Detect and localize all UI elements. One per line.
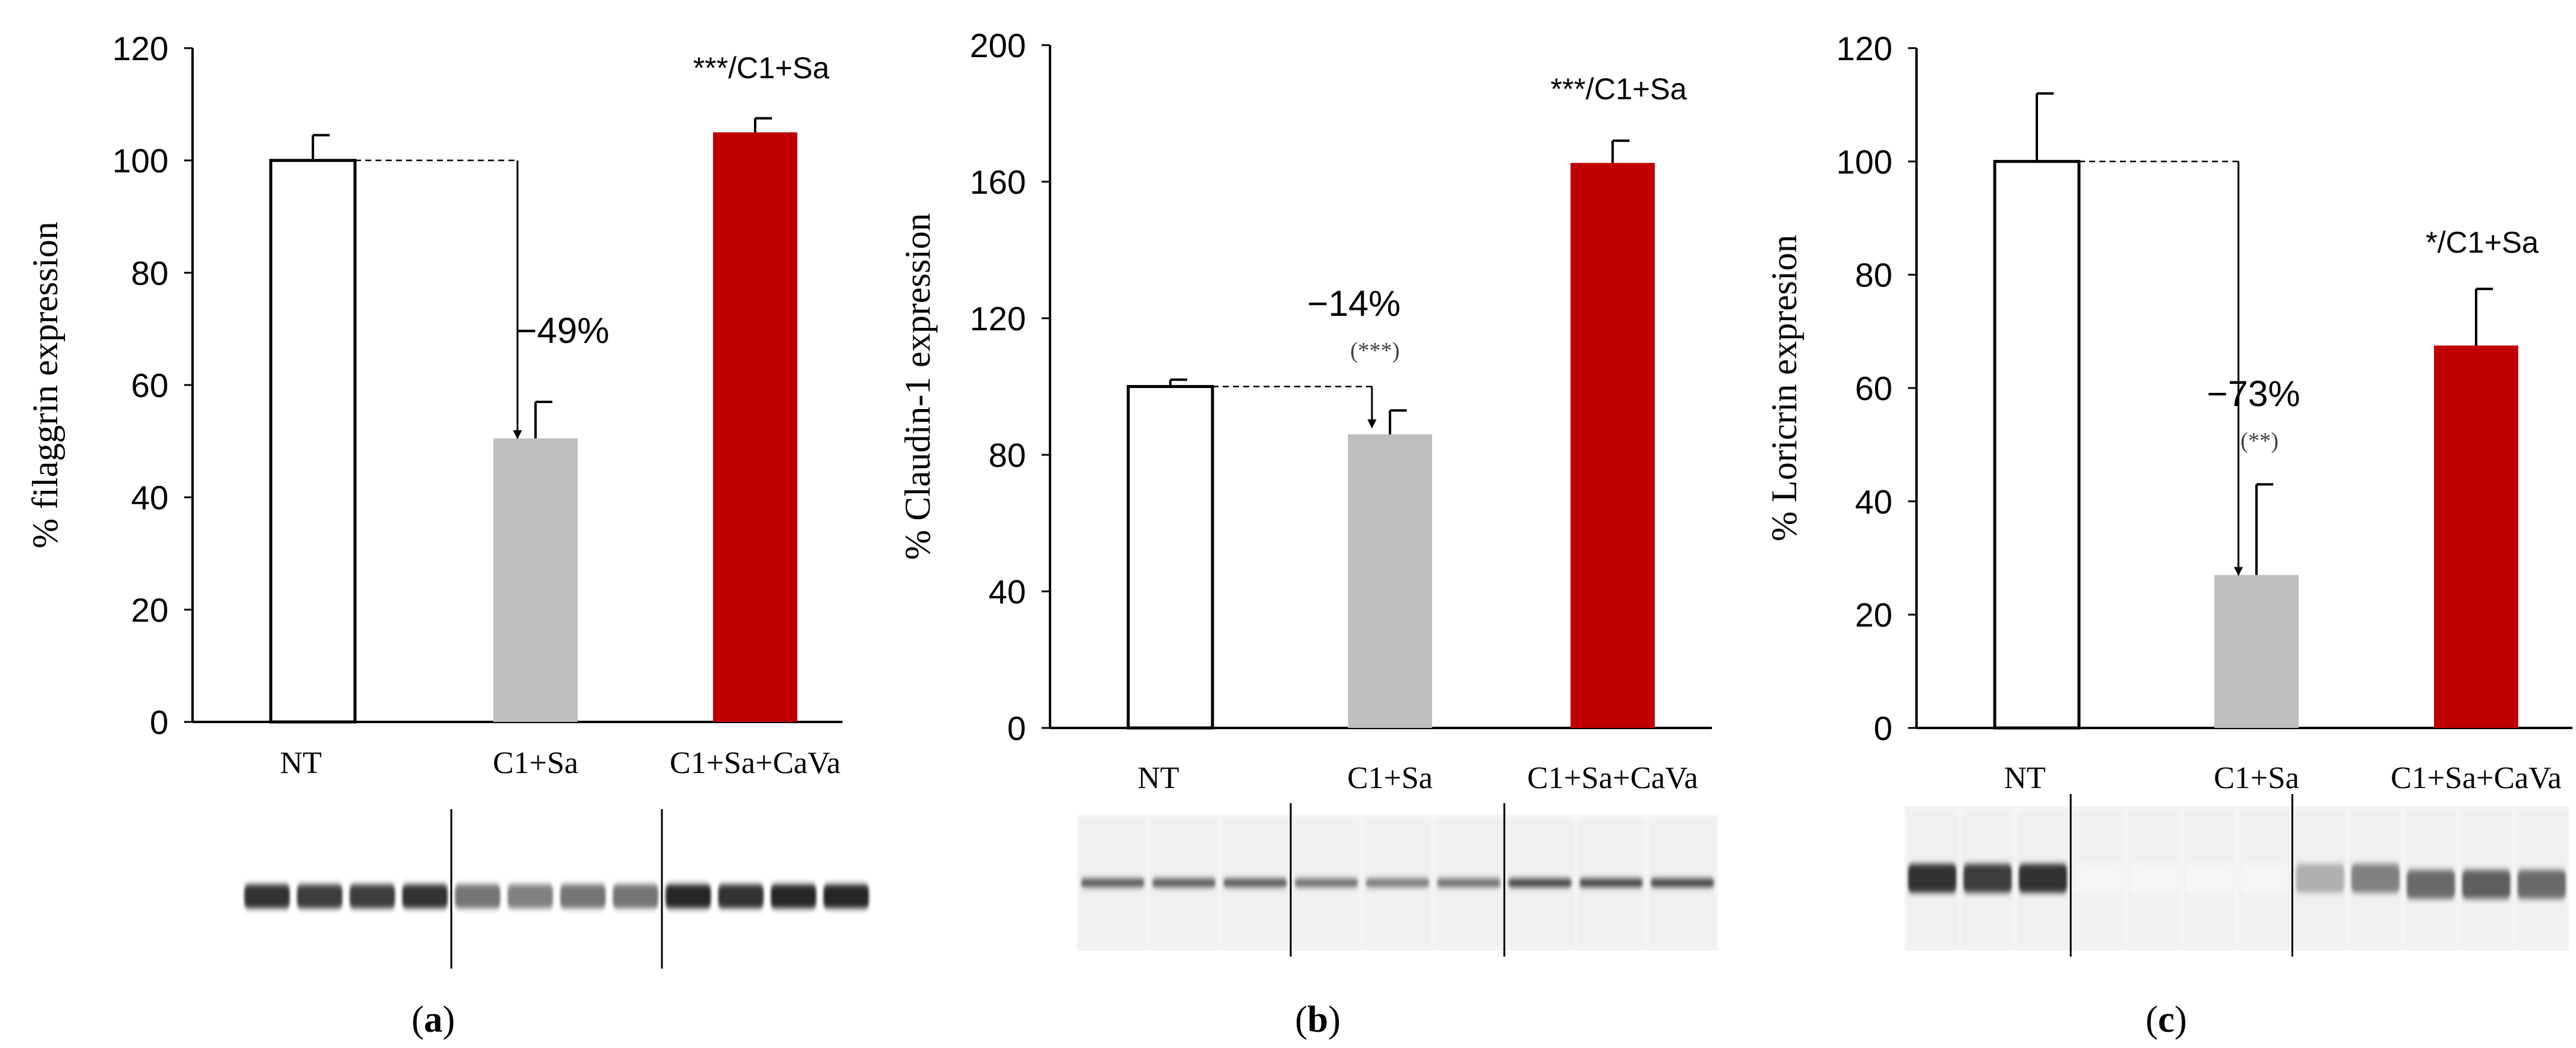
y-tick-label: 40 bbox=[131, 479, 168, 517]
x-tick-label: C1+Sa+CaVa bbox=[2391, 761, 2562, 795]
y-tick-label: 100 bbox=[113, 142, 168, 180]
y-tick-label: 80 bbox=[1855, 256, 1892, 294]
y-tick-label: 120 bbox=[113, 29, 168, 67]
blot-background bbox=[241, 854, 873, 939]
blot-band bbox=[2130, 864, 2178, 893]
blot-band bbox=[1365, 878, 1430, 887]
blot-band bbox=[1294, 878, 1359, 887]
blot-band bbox=[244, 884, 290, 908]
panel-label-letter: c bbox=[2158, 999, 2175, 1040]
reduction-label: −49% bbox=[516, 310, 609, 351]
y-tick-label: 0 bbox=[150, 703, 168, 741]
y-tick-label: 60 bbox=[1855, 369, 1892, 407]
blot-band bbox=[2296, 864, 2344, 893]
blot-band bbox=[1508, 878, 1572, 887]
y-tick-label: 80 bbox=[131, 254, 168, 292]
blot-band bbox=[2019, 864, 2068, 893]
y-tick-label: 20 bbox=[131, 591, 168, 629]
blot-band bbox=[2462, 870, 2510, 899]
blot-band bbox=[1223, 878, 1287, 887]
blot-band bbox=[666, 884, 711, 908]
x-tick-label: C1+Sa+CaVa bbox=[1527, 761, 1698, 795]
reduction-label: −73% bbox=[2207, 374, 2300, 414]
y-tick-label: 80 bbox=[989, 436, 1026, 474]
blot-band bbox=[507, 884, 553, 908]
blot-band bbox=[1908, 864, 1957, 893]
bar-c1-sa bbox=[1348, 434, 1432, 728]
y-tick-label: 0 bbox=[1874, 709, 1892, 747]
y-tick-label: 160 bbox=[970, 163, 1026, 201]
x-tick-label: NT bbox=[280, 746, 321, 780]
panel-label-letter: b bbox=[1308, 999, 1328, 1040]
y-tick-label: 60 bbox=[131, 366, 168, 404]
y-tick-label: 0 bbox=[1007, 709, 1026, 747]
x-tick-label: NT bbox=[1137, 761, 1179, 795]
blot-band bbox=[771, 884, 817, 908]
y-tick-label: 200 bbox=[970, 26, 1026, 64]
blot-band bbox=[402, 884, 448, 908]
blot-band bbox=[1579, 878, 1643, 887]
bar-nt bbox=[269, 159, 357, 724]
significance-annotation: ***/C1+Sa bbox=[693, 51, 830, 85]
blot-band bbox=[823, 884, 869, 908]
y-axis-label: % Loricrin expresion bbox=[1764, 235, 1804, 541]
blot-band bbox=[455, 884, 501, 908]
y-axis-label: % Claudin-1 expression bbox=[898, 213, 937, 560]
blot-band bbox=[560, 884, 606, 908]
western-blot bbox=[1904, 794, 2569, 957]
y-tick-label: 120 bbox=[970, 300, 1026, 338]
blot-band bbox=[2406, 870, 2455, 899]
bar-c1-sa-cava bbox=[2434, 345, 2518, 728]
blot-band bbox=[1436, 878, 1501, 887]
x-tick-label: C1+Sa bbox=[1347, 761, 1433, 795]
blot-band bbox=[718, 884, 764, 908]
blot-band bbox=[350, 884, 395, 908]
western-blot bbox=[241, 809, 873, 969]
significance-annotation: */C1+Sa bbox=[2426, 226, 2539, 259]
panel-b: 0 40 80 120 160 200 % Claudin-1 expression NT C1… bbox=[898, 26, 1718, 1040]
y-tick-label: 40 bbox=[989, 573, 1026, 611]
y-tick-label: 40 bbox=[1855, 482, 1892, 520]
y-tick-label: 100 bbox=[1836, 143, 1892, 180]
y-axis-label: % filaggrin expression bbox=[25, 221, 65, 548]
bar-nt bbox=[1126, 385, 1214, 730]
blot-band bbox=[2074, 864, 2123, 893]
panel-label: (a) bbox=[412, 999, 455, 1040]
bar-nt bbox=[1993, 159, 2081, 730]
bar-c1-sa bbox=[493, 438, 578, 722]
panel-c: 0 20 40 60 80 100 120 % Loricrin expresion NT C1+… bbox=[1764, 29, 2572, 1040]
blot-band bbox=[1081, 878, 1145, 887]
y-tick-label: 20 bbox=[1855, 596, 1892, 634]
blot-background bbox=[1904, 806, 2569, 951]
blot-band bbox=[2185, 864, 2234, 893]
significance-annotation: ***/C1+Sa bbox=[1551, 72, 1687, 106]
panel-label: (b) bbox=[1295, 999, 1341, 1040]
reduction-significance: (**) bbox=[2240, 428, 2278, 454]
blot-band bbox=[613, 884, 658, 908]
panel-label: (c) bbox=[2146, 999, 2187, 1040]
bar-c1-sa-cava bbox=[1571, 162, 1655, 729]
western-blot bbox=[1077, 803, 1718, 957]
blot-band bbox=[2351, 864, 2400, 893]
x-tick-label: NT bbox=[2004, 761, 2045, 795]
panel-a: 0 20 40 60 80 100 120 % filaggrin expression NT C… bbox=[25, 29, 873, 1040]
y-tick-label: 120 bbox=[1836, 29, 1892, 67]
blot-band bbox=[2240, 864, 2289, 893]
bar-c1-sa-cava bbox=[713, 132, 797, 722]
bar-c1-sa bbox=[2214, 575, 2299, 728]
blot-band bbox=[1650, 878, 1714, 887]
blot-band bbox=[1963, 864, 2012, 893]
reduction-significance: (***) bbox=[1350, 338, 1400, 363]
blot-band bbox=[1152, 878, 1216, 887]
blot-band bbox=[297, 884, 342, 908]
blot-band bbox=[2517, 870, 2566, 899]
reduction-label: −14% bbox=[1307, 283, 1400, 324]
x-tick-label: C1+Sa bbox=[2214, 761, 2299, 795]
panel-label-letter: a bbox=[424, 999, 443, 1040]
x-tick-label: C1+Sa+CaVa bbox=[670, 746, 841, 780]
x-tick-label: C1+Sa bbox=[493, 746, 578, 780]
